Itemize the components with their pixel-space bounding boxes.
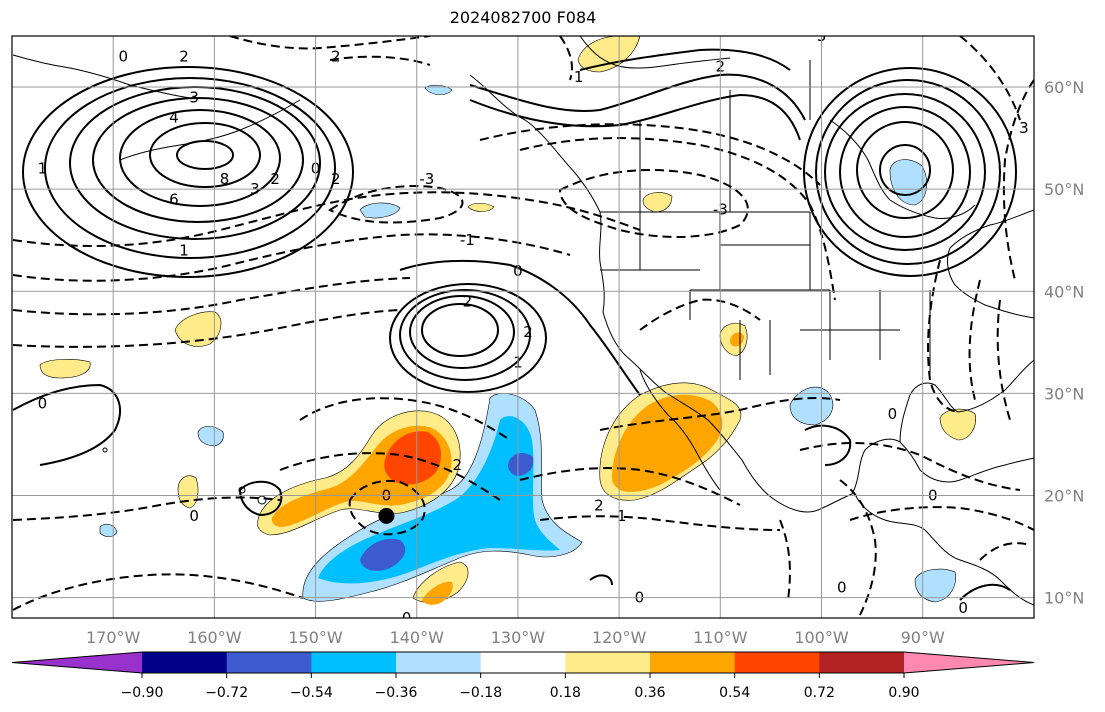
colorbar-tick-label: −0.72 — [205, 685, 248, 701]
lat-tick-label: 10°N — [1044, 589, 1084, 608]
contour-label: 8 — [220, 170, 230, 188]
colorbar-tick-label: −0.90 — [121, 685, 164, 701]
negative-contours — [12, 36, 1034, 616]
contour-label: 2 — [331, 47, 341, 65]
colorbar-tick-label: 0.36 — [634, 685, 665, 701]
colorbar-tick-label: −0.36 — [375, 685, 418, 701]
graticule — [12, 36, 1034, 618]
lon-tick-label: 160°W — [187, 628, 242, 647]
lon-tick-label: 140°W — [390, 628, 445, 647]
contour-label: 1 — [574, 68, 584, 86]
contour-label: 0 — [402, 609, 412, 627]
contour-label: 0 — [888, 405, 898, 423]
lat-tick-label: 40°N — [1044, 282, 1084, 301]
lon-tick-label: 90°W — [901, 628, 945, 647]
contour-label: 2 — [452, 456, 462, 474]
contour-label: 2 — [270, 170, 280, 188]
lon-tick-label: 170°W — [86, 628, 141, 647]
colorbar-tick-label: 0.54 — [719, 685, 750, 701]
contour-label: 3 — [189, 88, 199, 106]
colorbar — [11, 651, 1035, 674]
map-frame — [11, 35, 1035, 619]
colorbar-tick-label: −0.54 — [290, 685, 333, 701]
lat-tick-label: 60°N — [1044, 78, 1084, 97]
contour-label: 0 — [38, 395, 48, 413]
positive-anomaly-peak — [384, 431, 442, 485]
contour-label: 1 — [38, 160, 48, 178]
colorbar-segment — [734, 652, 820, 673]
lat-tick-label: 20°N — [1044, 486, 1084, 505]
contour-label: 0 — [189, 507, 199, 525]
contour-label: 4 — [169, 109, 179, 127]
colorbar-tick-label: −0.18 — [459, 685, 502, 701]
contour-label: 2 — [523, 323, 533, 341]
map-title: 2024082700 F084 — [449, 8, 597, 27]
lon-tick-label: 100°W — [794, 628, 849, 647]
storm-location-marker — [378, 507, 395, 524]
colorbar-segment — [311, 652, 397, 673]
contour-label: -3 — [419, 170, 434, 188]
colorbar-tick-label: 0.72 — [804, 685, 835, 701]
contour-label: 2 — [179, 47, 189, 65]
lon-tick-label: 130°W — [491, 628, 546, 647]
colorbar-segment — [650, 652, 736, 673]
contour-label: 0 — [68, 619, 78, 637]
contour-label: -1 — [460, 231, 475, 249]
colorbar-segment — [819, 652, 905, 673]
contour-label: 2 — [594, 497, 604, 515]
contour-label: 0 — [837, 578, 847, 596]
colorbar-segment — [226, 652, 312, 673]
colorbar-segment — [396, 652, 482, 673]
lon-tick-label: 110°W — [693, 628, 748, 647]
contour-label: 0 — [958, 599, 968, 617]
longitude-labels: 170°W 160°W 150°W 140°W 130°W 120°W 110°W 100°W… — [86, 628, 945, 647]
lon-tick-label: 120°W — [592, 628, 647, 647]
negative-anomaly-peak — [508, 453, 534, 476]
positive-anomaly-core — [612, 394, 723, 492]
contour-label: 6 — [169, 190, 179, 208]
contour-label: 0 — [119, 47, 129, 65]
colorbar-segment — [565, 652, 651, 673]
contour-label: 1 — [179, 241, 189, 259]
contour-label: 3 — [1019, 119, 1029, 137]
contour-label: 2 — [331, 170, 341, 188]
anomaly-shading — [39, 36, 976, 605]
negative-anomaly-peak — [360, 538, 406, 571]
latitude-labels: 60°N 50°N 40°N 30°N 20°N 10°N — [1044, 78, 1084, 608]
colorbar-segment — [480, 652, 566, 673]
colorbar-segment — [142, 652, 228, 673]
colorbar-tick-labels: −0.90 −0.72 −0.54 −0.36 −0.18 0.18 0.36 0.54 0.7… — [121, 673, 920, 701]
lon-tick-label: 150°W — [288, 628, 343, 647]
contour-label: 2 — [463, 292, 473, 310]
lat-tick-label: 30°N — [1044, 384, 1084, 403]
colorbar-extend-min — [12, 652, 142, 673]
colorbar-tick-label: 0.18 — [550, 685, 581, 701]
lat-tick-label: 50°N — [1044, 180, 1084, 199]
colorbar-tick-label: 0.90 — [888, 685, 919, 701]
colorbar-extend-max — [904, 652, 1034, 673]
